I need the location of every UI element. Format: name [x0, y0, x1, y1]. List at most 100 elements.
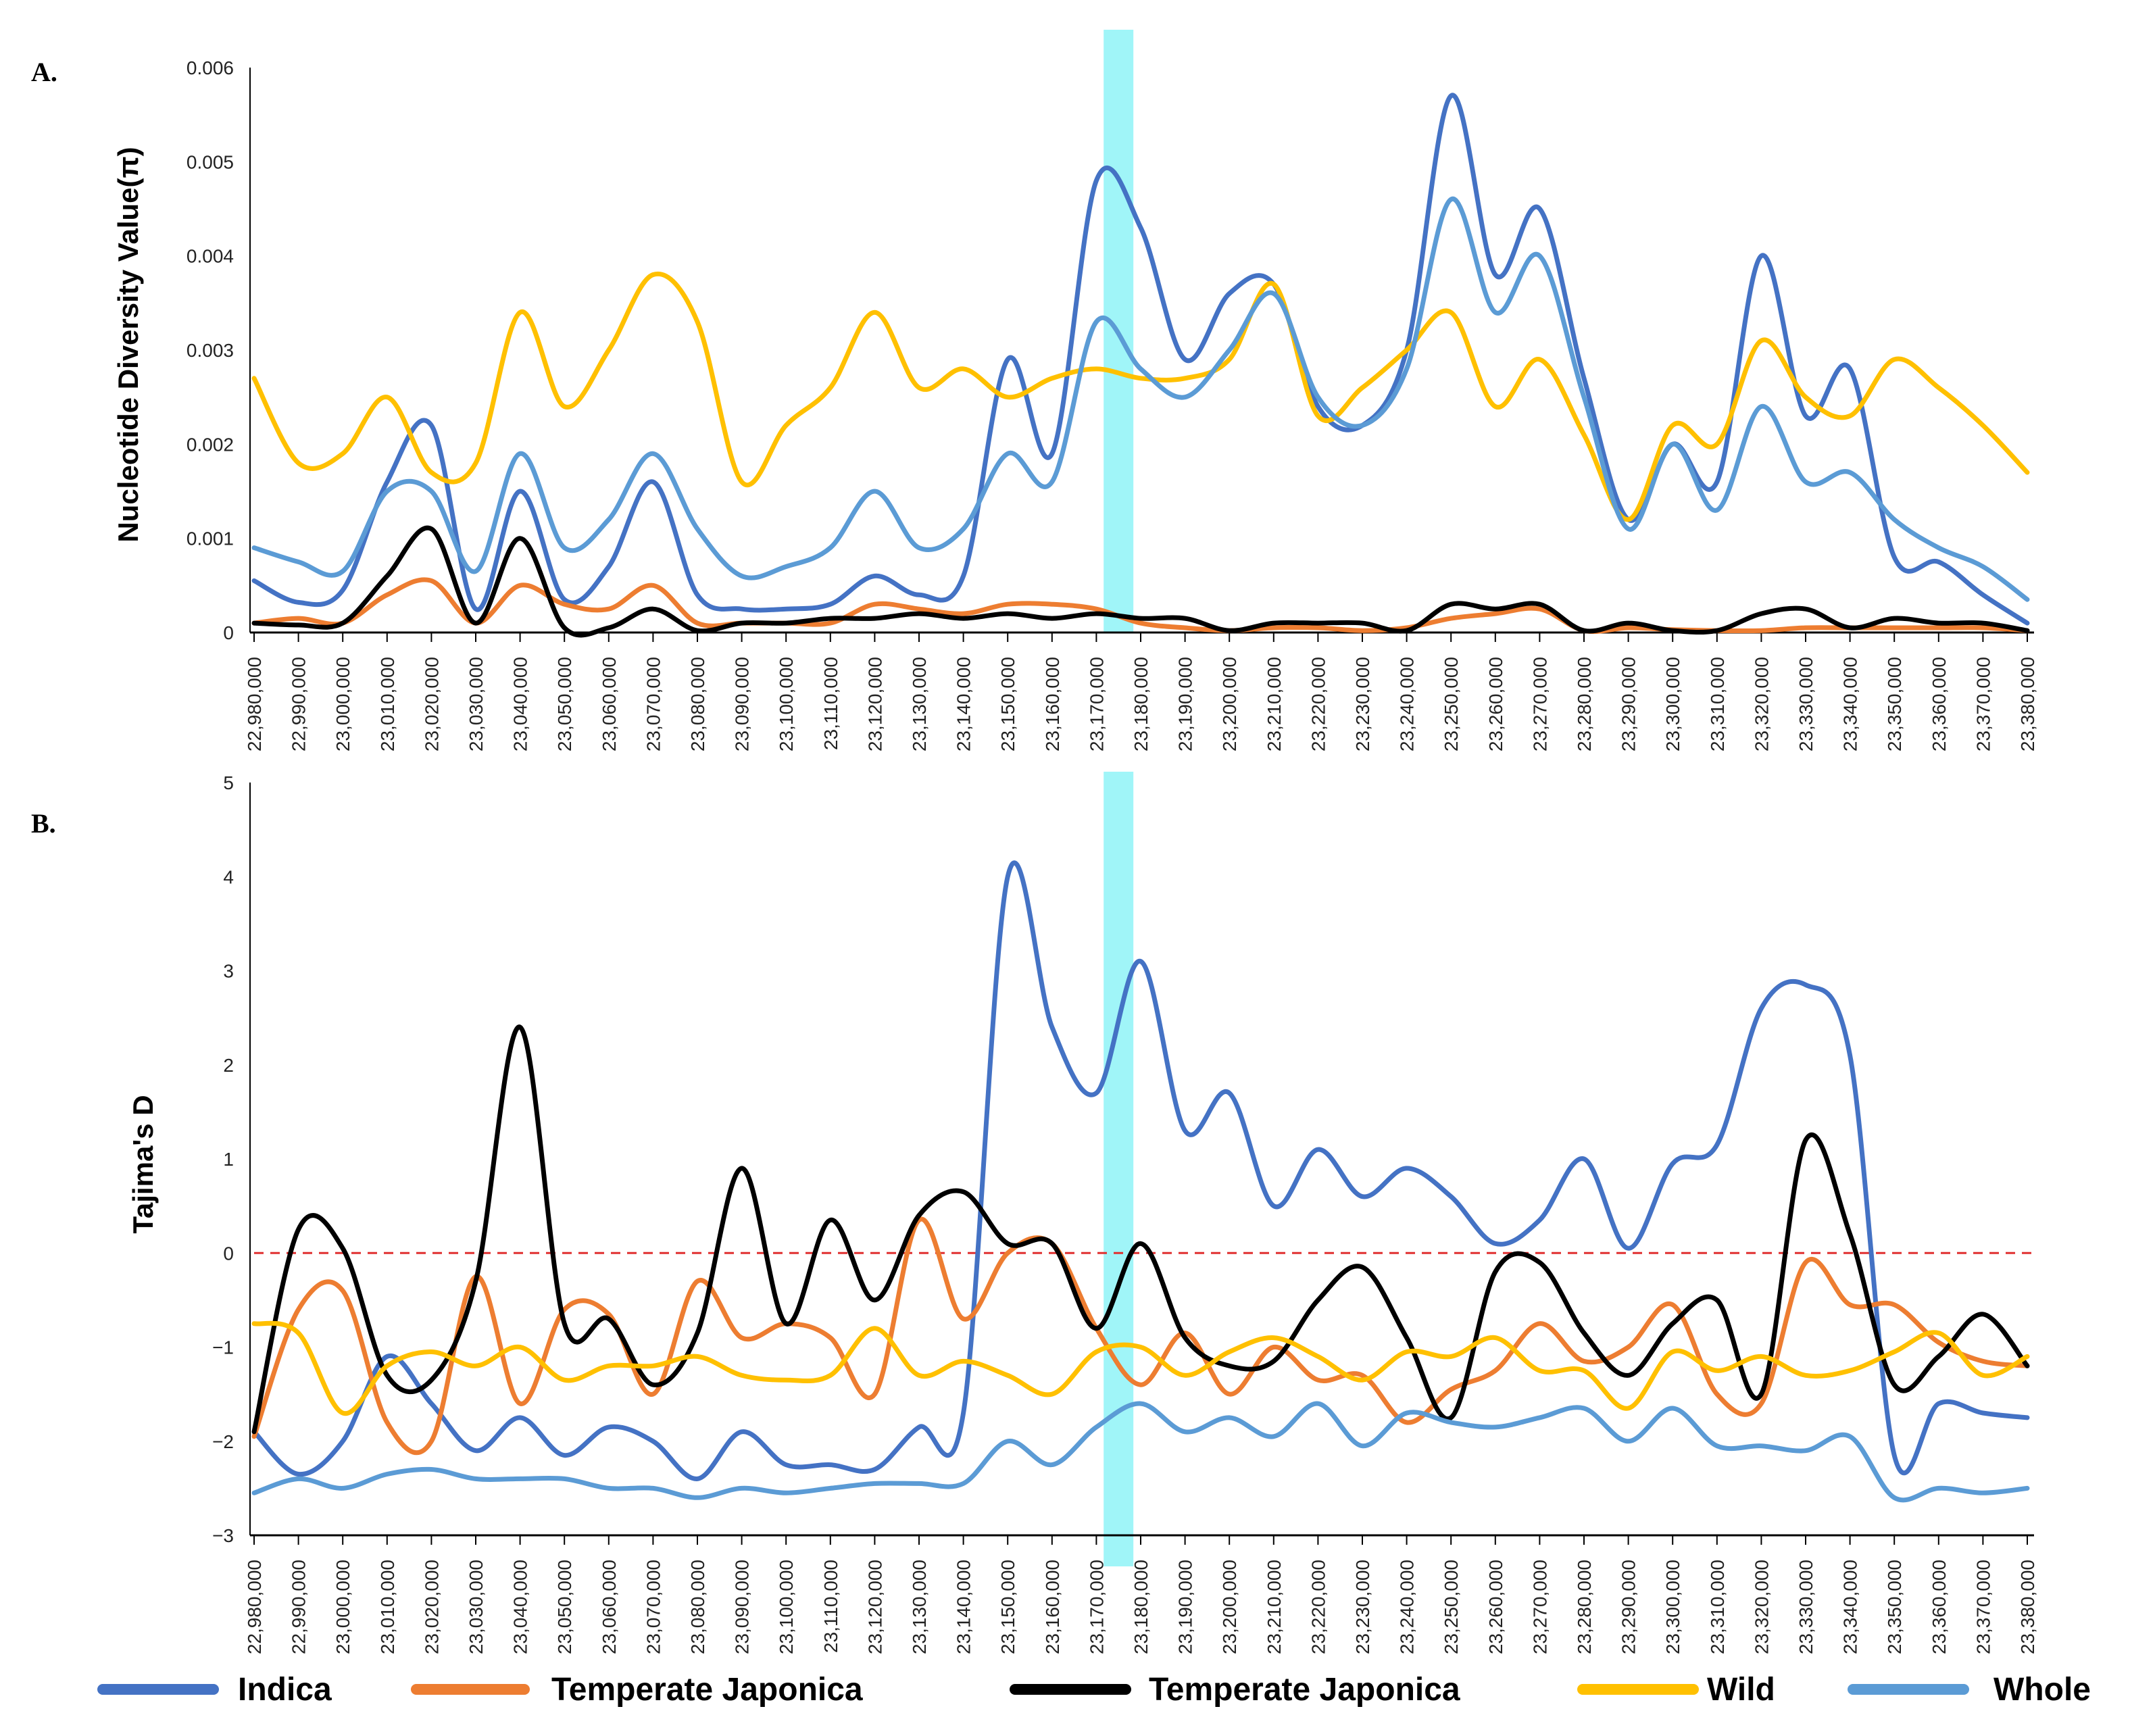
y-tick-label: 4	[223, 866, 234, 887]
x-tick-label: 23,130,000	[909, 657, 930, 751]
x-tick-label: 23,240,000	[1397, 1560, 1418, 1654]
x-tick-label: 23,260,000	[1485, 1560, 1506, 1654]
y-tick-label: 0	[223, 1243, 234, 1264]
x-tick-label: 23,320,000	[1751, 657, 1772, 751]
x-tick-label: 23,100,000	[776, 657, 797, 751]
x-tick-label: 23,090,000	[732, 657, 753, 751]
x-tick-label: 23,130,000	[909, 1560, 930, 1654]
x-tick-label: 23,380,000	[2017, 1560, 2038, 1654]
x-tick-label: 23,220,000	[1308, 657, 1329, 751]
legend-label: Temperate Japonica	[551, 1672, 863, 1708]
series-line-indica	[251, 93, 2030, 626]
x-tick-label: 23,260,000	[1485, 657, 1506, 751]
x-tick-label: 23,030,000	[466, 657, 487, 751]
x-tick-label: 23,170,000	[1086, 657, 1107, 751]
x-tick-label: 23,190,000	[1175, 1560, 1196, 1654]
panel-a-y-axis-title: Nucleotide Diversity Value(π)	[112, 147, 144, 542]
x-tick-label: 23,210,000	[1264, 1560, 1285, 1654]
x-tick-label: 23,050,000	[554, 657, 575, 751]
y-tick-label: 5	[223, 772, 234, 793]
x-tick-label: 23,040,000	[510, 657, 531, 751]
x-tick-label: 23,230,000	[1352, 1560, 1373, 1654]
y-tick-label: 0.004	[187, 246, 234, 267]
x-tick-label: 23,070,000	[643, 1560, 664, 1654]
x-tick-label: 23,310,000	[1707, 1560, 1728, 1654]
x-tick-label: 23,060,000	[599, 1560, 620, 1654]
x-tick-label: 23,300,000	[1662, 1560, 1683, 1654]
x-tick-label: 23,050,000	[554, 1560, 575, 1654]
x-tick-label: 23,120,000	[864, 1560, 885, 1654]
series-line-wild	[251, 271, 2030, 522]
x-tick-label: 23,350,000	[1884, 1560, 1905, 1654]
x-tick-label: 23,080,000	[687, 657, 708, 751]
x-tick-label: 23,200,000	[1219, 657, 1240, 751]
y-tick-label: 2	[223, 1055, 234, 1076]
x-tick-label: 23,370,000	[1973, 1560, 1993, 1654]
series-line-temperate-japonica-black	[251, 1024, 2030, 1435]
x-tick-label: 23,060,000	[599, 657, 620, 751]
x-tick-label: 23,240,000	[1397, 657, 1418, 751]
x-tick-label: 23,020,000	[421, 657, 442, 751]
x-tick-label: 23,280,000	[1574, 657, 1595, 751]
y-tick-label: 3	[223, 961, 234, 982]
highlight-band	[1104, 772, 1134, 1566]
x-tick-label: 23,310,000	[1707, 657, 1728, 751]
x-tick-label: 23,370,000	[1973, 657, 1993, 751]
x-tick-label: 23,280,000	[1574, 1560, 1595, 1654]
panel-a-nucleotide-diversity-chart: A. Nucleotide Diversity Value(π) 0 0.001 0…	[31, 30, 2038, 751]
series-line-temperate-japonica-black	[251, 525, 2030, 638]
x-tick-label: 22,980,000	[244, 1560, 265, 1654]
x-tick-label: 23,380,000	[2017, 657, 2038, 751]
series-line-temperate-japonica-orange	[251, 577, 2030, 635]
x-tick-label: 23,270,000	[1529, 657, 1550, 751]
panel-b-tajimas-d-chart: B. Tajima's D −3 −2 −1 0 1 2 3 4 5 22,980,000 22,…	[31, 772, 2038, 1654]
x-tick-label: 23,030,000	[466, 1560, 487, 1654]
legend-item-temperate-japonica-orange: Temperate Japonica	[411, 1672, 863, 1708]
x-tick-label: 23,070,000	[643, 657, 664, 751]
x-tick-label: 23,180,000	[1131, 1560, 1151, 1654]
x-tick-label: 22,990,000	[289, 1560, 309, 1654]
x-tick-label: 23,110,000	[820, 1560, 841, 1653]
x-tick-label: 23,140,000	[953, 1560, 974, 1654]
series-line-whole	[251, 1401, 2030, 1503]
y-tick-label: 0.003	[187, 340, 234, 361]
legend-item-whole: Whole	[1848, 1672, 2091, 1708]
y-tick-label: 0.001	[187, 528, 234, 549]
x-tick-label: 23,180,000	[1131, 657, 1151, 751]
x-tick-label: 23,080,000	[687, 1560, 708, 1654]
x-tick-label: 23,210,000	[1264, 657, 1285, 751]
legend-item-indica: Indica	[97, 1672, 332, 1708]
legend-item-wild: Wild	[1577, 1672, 1775, 1708]
x-tick-label: 23,250,000	[1441, 657, 1462, 751]
x-tick-label: 23,330,000	[1795, 657, 1816, 751]
x-tick-label: 23,140,000	[953, 657, 974, 751]
x-tick-label: 23,200,000	[1219, 1560, 1240, 1654]
legend-item-temperate-japonica-black: Temperate Japonica	[1010, 1672, 1460, 1708]
x-tick-label: 23,000,000	[332, 657, 353, 751]
y-tick-label: −2	[212, 1431, 234, 1452]
legend-label: Temperate Japonica	[1149, 1672, 1460, 1708]
x-tick-label: 23,170,000	[1086, 1560, 1107, 1654]
x-tick-label: 23,340,000	[1840, 657, 1861, 751]
y-tick-label: 0.002	[187, 434, 234, 455]
panel-a-label: A.	[31, 57, 57, 87]
x-tick-label: 23,000,000	[332, 1560, 353, 1654]
y-tick-label: 1	[223, 1149, 234, 1170]
x-tick-label: 23,360,000	[1929, 1560, 1950, 1654]
legend-label: Wild	[1707, 1672, 1775, 1708]
y-tick-label: 0	[223, 622, 234, 643]
x-tick-label: 23,300,000	[1662, 657, 1683, 751]
x-tick-label: 23,120,000	[864, 657, 885, 751]
legend-label: Whole	[1993, 1672, 2091, 1708]
y-tick-label: 0.005	[187, 151, 234, 172]
x-tick-label: 23,090,000	[732, 1560, 753, 1654]
x-tick-label: 23,330,000	[1795, 1560, 1816, 1654]
y-tick-label: −3	[212, 1525, 234, 1546]
series-line-wild	[251, 1320, 2030, 1416]
x-tick-label: 23,040,000	[510, 1560, 531, 1654]
x-tick-label: 23,110,000	[820, 657, 841, 750]
series-line-whole	[251, 197, 2030, 602]
x-tick-label: 23,220,000	[1308, 1560, 1329, 1654]
x-tick-label: 23,290,000	[1618, 1560, 1639, 1654]
